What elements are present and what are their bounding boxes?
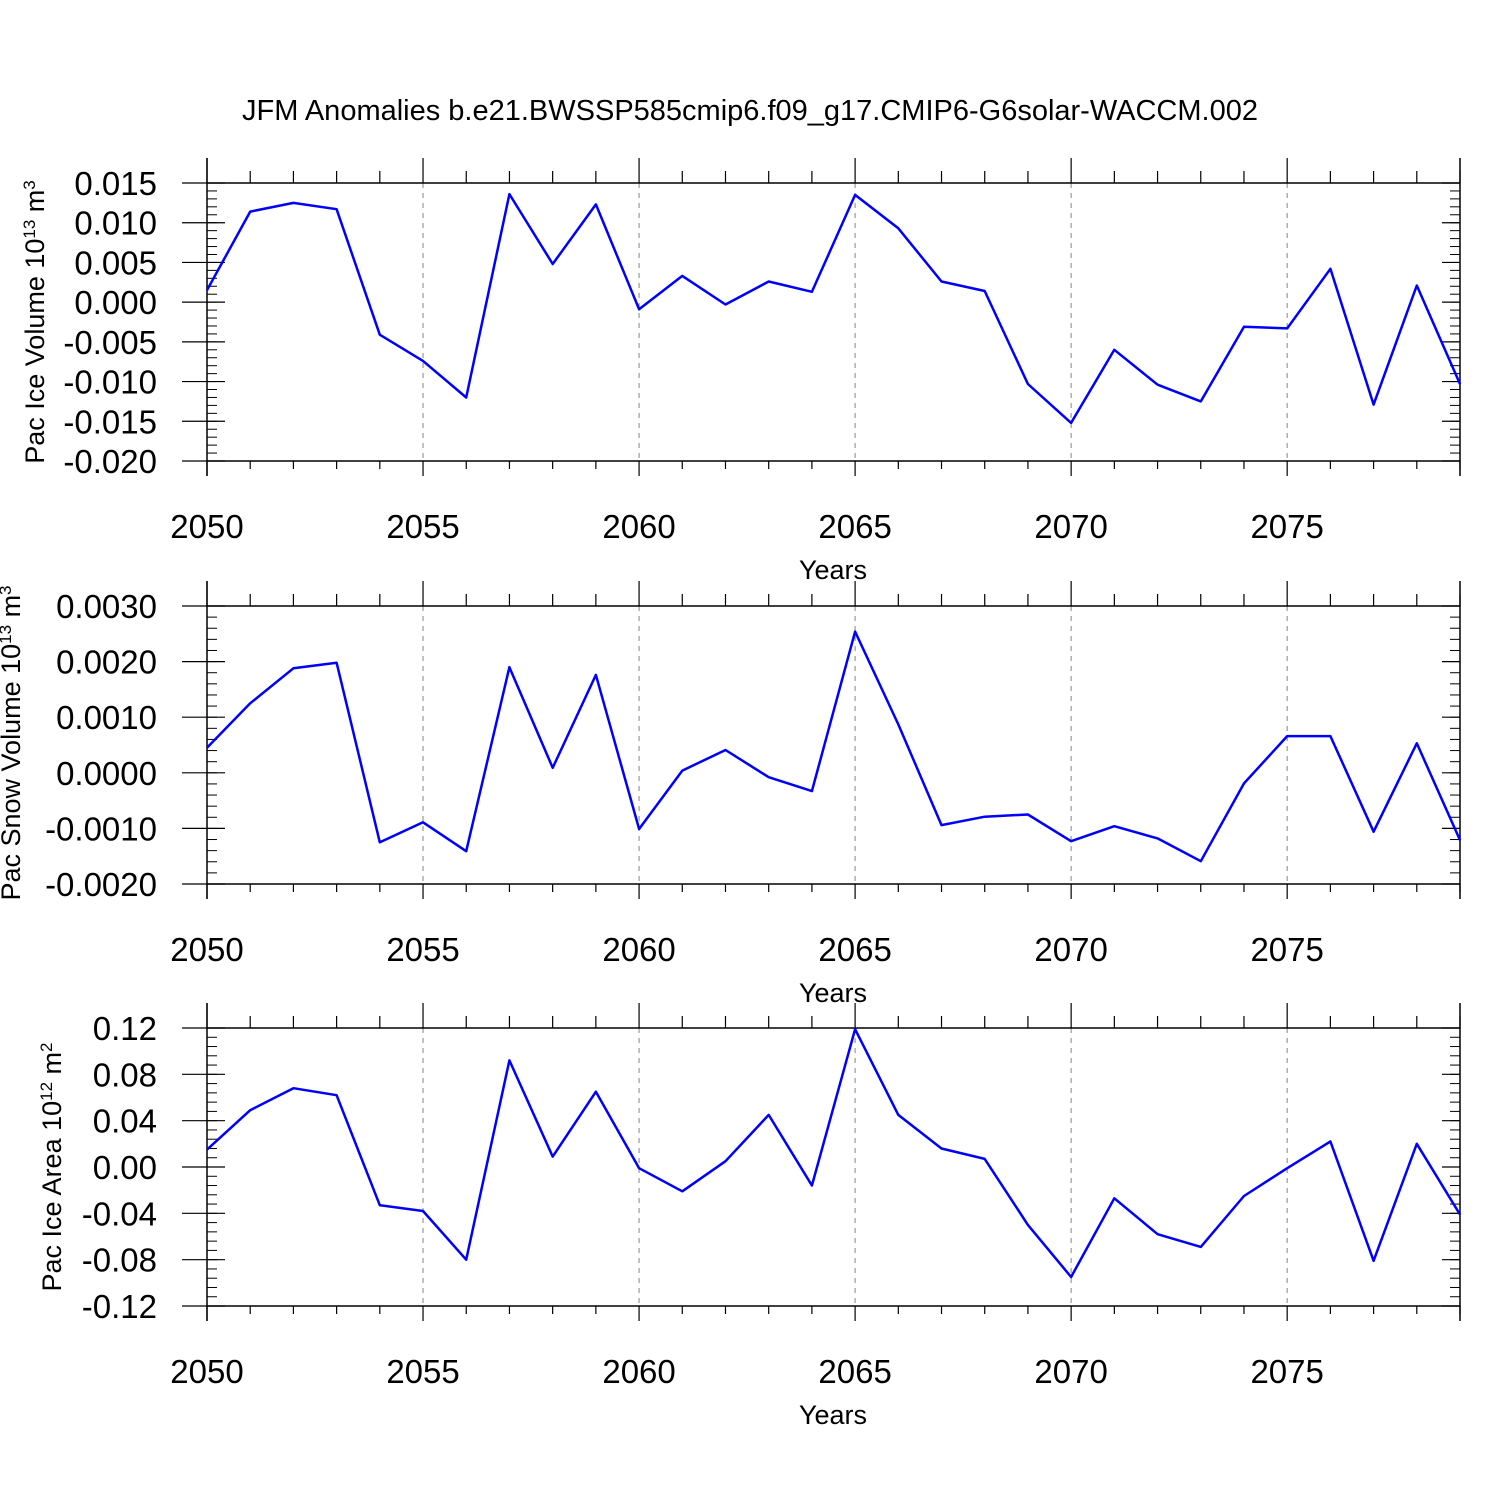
y-tick-label: 0.0030 <box>56 588 157 625</box>
series-line <box>205 192 1462 425</box>
x-tick-label: 2065 <box>818 508 891 545</box>
series-line <box>206 630 1462 863</box>
x-axis-title: Years <box>799 555 867 585</box>
y-tick-label: -0.04 <box>82 1195 157 1232</box>
y-tick-label: 0.04 <box>93 1103 157 1140</box>
x-tick-label: 2050 <box>170 508 243 545</box>
x-tick-label: 2065 <box>818 1353 891 1390</box>
x-tick-label: 2065 <box>818 931 891 968</box>
y-tick-label: -0.015 <box>63 403 157 440</box>
y-tick-label: 0.0000 <box>56 755 157 792</box>
y-tick-label: -0.12 <box>82 1288 157 1325</box>
y-axis-title: Pac Ice Area 1012 m2 <box>37 1042 68 1291</box>
x-tick-label: 2055 <box>386 931 459 968</box>
x-tick-label: 2050 <box>170 931 243 968</box>
x-tick-label: 2055 <box>386 508 459 545</box>
figure-title: JFM Anomalies b.e21.BWSSP585cmip6.f09_g1… <box>242 95 1258 127</box>
series-line <box>206 1027 1462 1279</box>
x-tick-label: 2060 <box>602 1353 675 1390</box>
x-tick-label: 2075 <box>1250 508 1323 545</box>
y-tick-label: -0.010 <box>63 364 157 401</box>
y-tick-label: -0.08 <box>82 1242 157 1279</box>
x-tick-label: 2060 <box>602 508 675 545</box>
y-tick-label: 0.015 <box>74 165 157 202</box>
y-tick-label: 0.00 <box>93 1149 157 1186</box>
y-axis-title: Pac Ice Volume 1013 m3 <box>20 180 51 464</box>
y-tick-label: 0.0010 <box>56 699 157 736</box>
y-tick-label: 0.005 <box>74 244 157 281</box>
y-tick-label: -0.0020 <box>45 866 157 903</box>
x-tick-label: 2070 <box>1034 931 1107 968</box>
y-tick-label: 0.000 <box>74 284 157 321</box>
x-tick-label: 2075 <box>1250 931 1323 968</box>
y-tick-label: -0.005 <box>63 324 157 361</box>
y-tick-label: 0.0020 <box>56 644 157 681</box>
y-tick-label: -0.0010 <box>45 810 157 847</box>
x-tick-label: 2075 <box>1250 1353 1323 1390</box>
y-tick-label: 0.010 <box>74 205 157 242</box>
x-tick-label: 2050 <box>170 1353 243 1390</box>
y-axis-title: Pac Snow Volume 1013 m3 <box>0 585 26 900</box>
x-tick-label: 2070 <box>1034 508 1107 545</box>
x-axis-title: Years <box>799 978 867 1008</box>
x-axis-title: Years <box>799 1400 867 1430</box>
y-tick-label: 0.08 <box>93 1056 157 1093</box>
y-tick-label: 0.12 <box>93 1010 157 1047</box>
x-tick-label: 2055 <box>386 1353 459 1390</box>
y-tick-label: -0.020 <box>63 443 157 480</box>
panel-ice-area: 0.12 0.08 0.04 0.00 -0.04 -0.08 -0.12 2050 2055 2… <box>37 1003 1462 1430</box>
x-tick-label: 2060 <box>602 931 675 968</box>
panel-snow-volume: 0.0030 0.0020 0.0010 0.0000 -0.0010 -0.0020 20… <box>0 581 1462 1008</box>
x-tick-label: 2070 <box>1034 1353 1107 1390</box>
panel-ice-volume: 0.0150.0100.0050.000-0.005-0.010-0.015-0… <box>20 158 1462 585</box>
